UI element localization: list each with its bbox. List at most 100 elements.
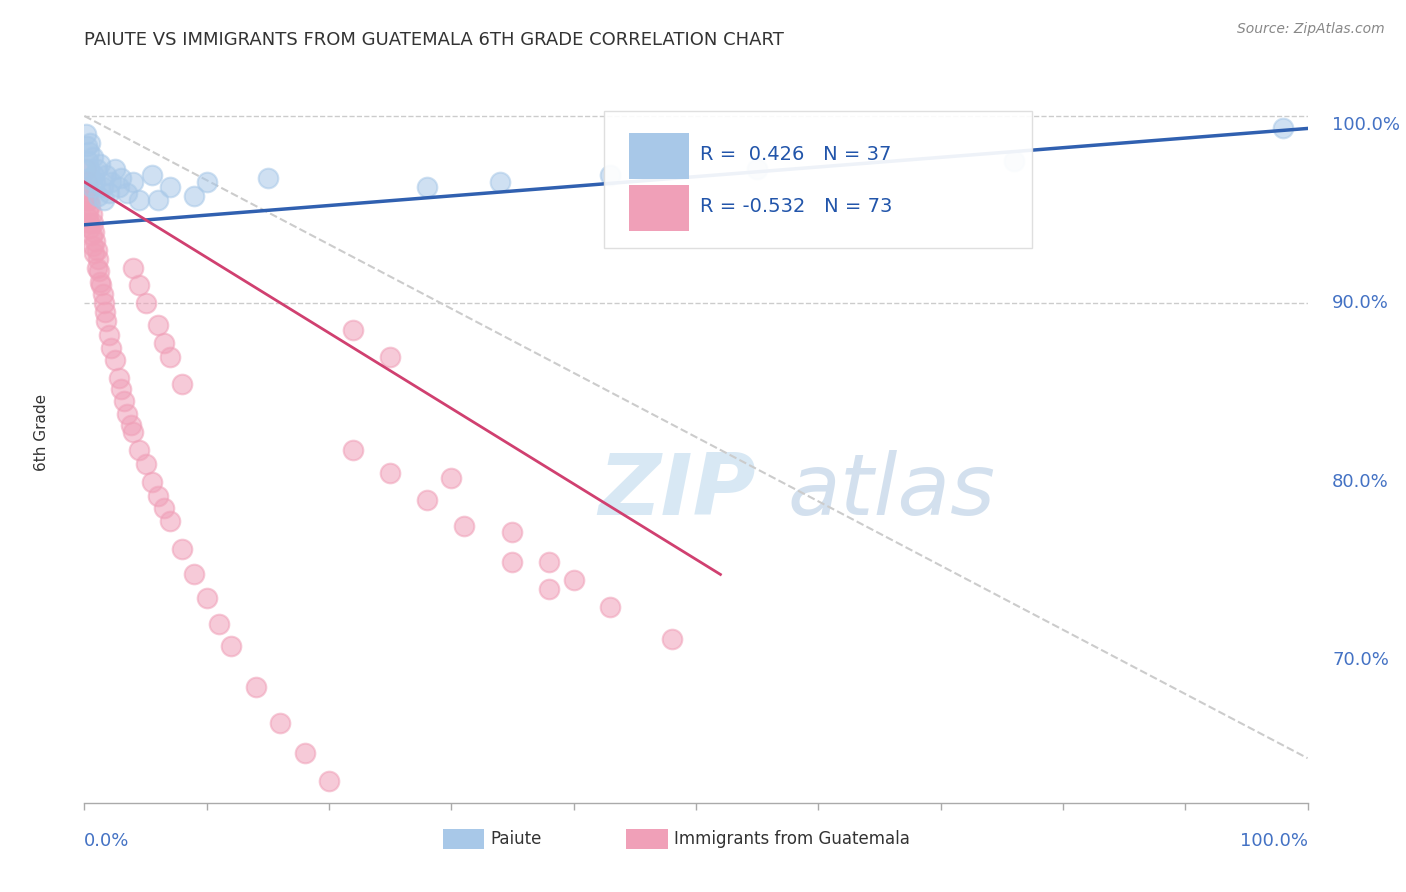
Point [97, 328, 120, 343]
Text: R =  0.426   N = 37: R = 0.426 N = 37 [700, 145, 891, 164]
Text: R = -0.532   N = 73: R = -0.532 N = 73 [700, 197, 891, 217]
Point [97, 186, 120, 200]
Point [453, 519, 475, 533]
Text: Source: ZipAtlas.com: Source: ZipAtlas.com [1237, 22, 1385, 37]
Point [1272, 121, 1295, 136]
Point [84, 175, 107, 189]
Point [77, 193, 100, 207]
Point [86, 243, 108, 257]
Point [82, 239, 104, 253]
Point [661, 632, 683, 646]
Point [146, 489, 169, 503]
Point [159, 350, 181, 364]
Point [79, 221, 101, 235]
Point [159, 514, 181, 528]
Point [76, 139, 98, 153]
Text: 70.0%: 70.0% [1331, 651, 1389, 669]
Point [1002, 153, 1025, 168]
Point [195, 591, 218, 605]
Point [75, 162, 97, 177]
Point [82, 150, 104, 164]
Point [747, 162, 769, 177]
Point [86, 162, 108, 177]
Point [153, 335, 176, 350]
Text: Paiute: Paiute [491, 830, 541, 848]
Text: 6th Grade: 6th Grade [34, 394, 49, 471]
Text: 80.0%: 80.0% [1331, 473, 1389, 491]
Point [112, 394, 135, 409]
Point [183, 189, 205, 203]
Text: 100.0%: 100.0% [1240, 832, 1308, 850]
Point [86, 260, 108, 275]
Point [94, 305, 117, 319]
Point [77, 145, 100, 159]
Point [172, 542, 194, 557]
Point [128, 193, 150, 207]
Text: Immigrants from Guatemala: Immigrants from Guatemala [673, 830, 910, 848]
Point [91, 287, 114, 301]
Point [80, 228, 103, 243]
Point [562, 573, 585, 587]
Point [107, 371, 129, 385]
Point [380, 350, 402, 364]
Point [502, 524, 524, 539]
Text: 90.0%: 90.0% [1331, 294, 1389, 312]
Point [135, 296, 157, 310]
Point [96, 168, 118, 182]
Point [89, 157, 111, 171]
Point [83, 246, 105, 260]
Point [135, 457, 157, 471]
Point [77, 203, 100, 218]
Point [599, 599, 621, 614]
Text: ZIP: ZIP [598, 450, 756, 533]
Point [100, 175, 122, 189]
Point [208, 617, 231, 632]
Point [82, 216, 104, 230]
Point [440, 471, 463, 485]
Point [122, 425, 145, 439]
Point [110, 382, 132, 396]
Point [122, 260, 145, 275]
Point [91, 180, 114, 194]
Text: 0.0%: 0.0% [84, 832, 129, 850]
Point [141, 475, 163, 489]
Point [93, 296, 115, 310]
Point [77, 162, 100, 177]
Point [80, 207, 103, 221]
Point [159, 180, 181, 194]
Point [128, 442, 150, 457]
Point [416, 180, 439, 194]
Point [90, 278, 112, 293]
Point [318, 774, 340, 789]
Point [87, 264, 110, 278]
Point [77, 211, 100, 225]
FancyBboxPatch shape [443, 830, 484, 848]
Text: PAIUTE VS IMMIGRANTS FROM GUATEMALA 6TH GRADE CORRELATION CHART: PAIUTE VS IMMIGRANTS FROM GUATEMALA 6TH … [84, 31, 785, 49]
Point [87, 252, 110, 266]
Point [104, 162, 127, 177]
Point [538, 582, 561, 596]
Point [342, 442, 364, 457]
Text: 100.0%: 100.0% [1331, 116, 1400, 134]
Point [489, 175, 512, 189]
Point [100, 341, 122, 355]
Point [77, 186, 100, 200]
Point [245, 680, 267, 694]
Point [146, 193, 169, 207]
Point [146, 318, 169, 332]
Text: atlas: atlas [787, 450, 995, 533]
Point [83, 168, 105, 182]
FancyBboxPatch shape [628, 185, 689, 230]
FancyBboxPatch shape [605, 111, 1032, 247]
Point [107, 180, 129, 194]
Point [87, 189, 110, 203]
Point [269, 715, 291, 730]
Point [120, 417, 142, 432]
Point [115, 407, 138, 421]
Point [115, 186, 138, 200]
Point [84, 234, 107, 248]
Point [153, 501, 176, 516]
Point [79, 136, 101, 150]
Point [172, 376, 194, 391]
Point [104, 353, 127, 368]
